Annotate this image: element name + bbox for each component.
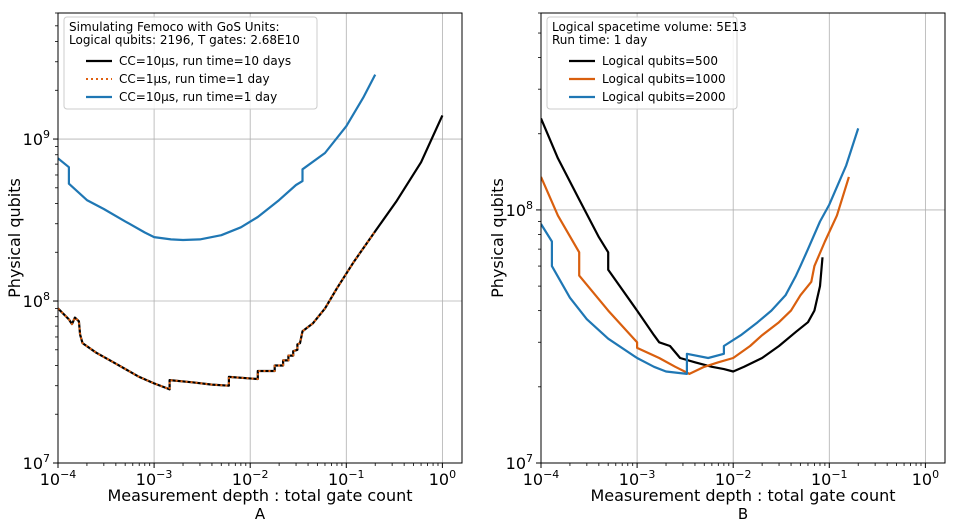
series-line-3 bbox=[541, 128, 860, 375]
y-tick-base: 10 bbox=[23, 292, 43, 311]
x-tick-exponent: −1 bbox=[348, 468, 364, 481]
legend-title-line: Run time: 1 day bbox=[552, 33, 647, 47]
legend-title-line: Simulating Femoco with GoS Units: bbox=[69, 20, 280, 34]
y-tick-label: 108 bbox=[23, 290, 50, 311]
x-tick-label: 10−3 bbox=[619, 468, 656, 489]
y-tick-base: 10 bbox=[506, 454, 526, 473]
x-tick-exponent: −4 bbox=[60, 468, 76, 481]
x-tick-label: 10−4 bbox=[40, 468, 77, 489]
series-group bbox=[58, 74, 444, 391]
x-tick-label: 10−2 bbox=[715, 468, 752, 489]
x-tick-base: 10 bbox=[715, 470, 735, 489]
series-group bbox=[541, 117, 860, 375]
y-tick-base: 10 bbox=[23, 454, 43, 473]
legend-entry-label: CC=1μs, run time=1 day bbox=[119, 72, 270, 86]
legend-entry-label: CC=10μs, run time=10 days bbox=[119, 54, 291, 68]
legend-entry-label: CC=10μs, run time=1 day bbox=[119, 90, 277, 104]
y-tick-label: 108 bbox=[506, 199, 533, 220]
x-tick-exponent: −1 bbox=[831, 468, 847, 481]
panel-label: A bbox=[255, 505, 266, 523]
x-tick-base: 10 bbox=[328, 470, 348, 489]
y-tick-exponent: 7 bbox=[43, 452, 50, 465]
legend-title-line: Logical spacetime volume: 5E13 bbox=[552, 20, 747, 34]
series-line-2 bbox=[58, 230, 377, 391]
x-tick-base: 10 bbox=[811, 470, 831, 489]
x-tick-base: 10 bbox=[136, 470, 156, 489]
chart-panel-a: 10−4 10−3 10−2 10−1 100107108109Measurement … bbox=[5, 12, 463, 523]
y-tick-exponent: 8 bbox=[43, 290, 50, 303]
y-tick-exponent: 8 bbox=[526, 199, 533, 212]
x-tick-exponent: 0 bbox=[932, 468, 939, 481]
x-tick-exponent: 0 bbox=[449, 468, 456, 481]
y-tick-exponent: 7 bbox=[526, 452, 533, 465]
x-tick-exponent: −2 bbox=[252, 468, 268, 481]
y-tick-label: 107 bbox=[506, 452, 533, 473]
y-tick-base: 10 bbox=[23, 130, 43, 149]
x-tick-exponent: −3 bbox=[639, 468, 655, 481]
x-axis-label: Measurement depth : total gate count bbox=[107, 486, 412, 505]
x-tick-base: 10 bbox=[232, 470, 252, 489]
x-tick-exponent: −4 bbox=[543, 468, 559, 481]
x-tick-label: 100 bbox=[912, 468, 939, 489]
x-tick-base: 10 bbox=[523, 470, 543, 489]
axes-frame bbox=[57, 12, 463, 464]
panel-label: B bbox=[738, 505, 748, 523]
legend-box bbox=[63, 16, 318, 110]
legend-entry-label: Logical qubits=1000 bbox=[602, 72, 726, 86]
x-tick-label: 100 bbox=[429, 468, 456, 489]
x-axis-label: Measurement depth : total gate count bbox=[590, 486, 895, 505]
x-tick-exponent: −2 bbox=[735, 468, 751, 481]
series-line-2 bbox=[541, 176, 850, 375]
series-line-1 bbox=[541, 117, 824, 373]
y-tick-base: 10 bbox=[506, 201, 526, 220]
x-tick-base: 10 bbox=[429, 470, 449, 489]
y-axis-label: Physical qubits bbox=[488, 178, 507, 298]
legend-entry-label: Logical qubits=2000 bbox=[602, 90, 726, 104]
x-tick-label: 10−3 bbox=[136, 468, 173, 489]
x-tick-base: 10 bbox=[912, 470, 932, 489]
x-tick-base: 10 bbox=[40, 470, 60, 489]
series-line-3 bbox=[58, 74, 377, 242]
y-axis-label: Physical qubits bbox=[5, 178, 24, 298]
x-tick-label: 10−2 bbox=[232, 468, 269, 489]
x-tick-label: 10−4 bbox=[523, 468, 560, 489]
series-line-1 bbox=[58, 114, 444, 391]
legend-title-line: Logical qubits: 2196, T gates: 2.68E10 bbox=[69, 33, 300, 47]
y-tick-label: 109 bbox=[23, 128, 50, 149]
y-tick-label: 107 bbox=[23, 452, 50, 473]
y-tick-exponent: 9 bbox=[43, 128, 50, 141]
axes-frame bbox=[540, 12, 946, 464]
x-tick-label: 10−1 bbox=[328, 468, 365, 489]
legend-entry-label: Logical qubits=500 bbox=[602, 54, 718, 68]
legend: Simulating Femoco with GoS Units:Logical… bbox=[63, 16, 318, 110]
legend-box bbox=[546, 16, 738, 110]
x-tick-label: 10−1 bbox=[811, 468, 848, 489]
x-tick-base: 10 bbox=[619, 470, 639, 489]
x-tick-exponent: −3 bbox=[156, 468, 172, 481]
